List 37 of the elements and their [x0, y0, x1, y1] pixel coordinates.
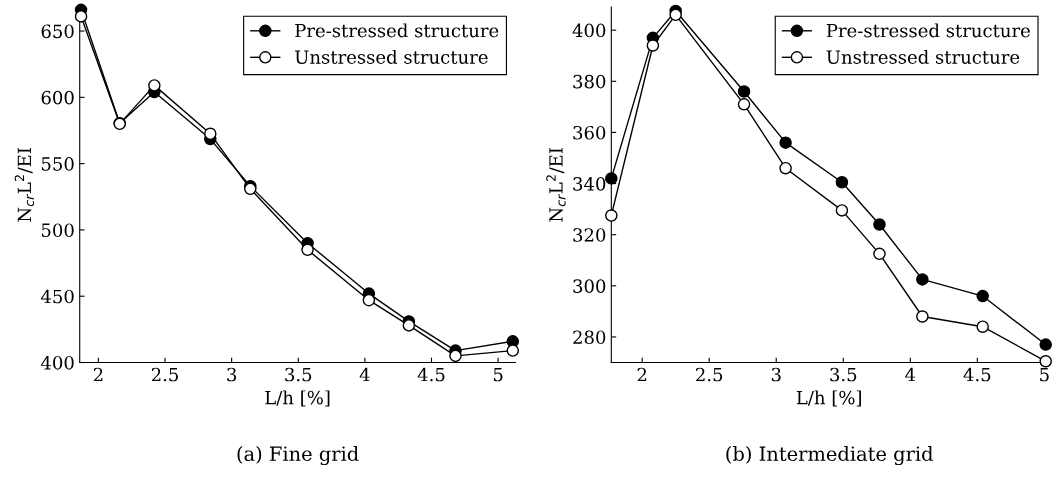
x-tick-label: 4 — [905, 367, 916, 382]
legend-label: Pre-stressed structure — [295, 23, 499, 38]
y-tick-label: 320 — [573, 228, 606, 242]
text: (a) Fine grid — [237, 446, 359, 466]
x-axis-title: L/h [%] — [796, 390, 861, 407]
legend-label: Pre-stressed structure — [826, 23, 1030, 38]
x-tick-label: 4 — [359, 367, 370, 382]
legend-label: Unstressed structure — [295, 49, 488, 64]
y-axis-title: N$_{cr}$L$^{2}$/EI — [546, 148, 566, 222]
x-tick-label: 2 — [93, 367, 103, 382]
y-tick-label: 500 — [41, 223, 74, 238]
x-tick-label: 4.5 — [417, 367, 445, 382]
y-tick-label: 400 — [40, 355, 74, 370]
y-tick-label: 550 — [41, 157, 74, 171]
legend-label: Unstressed structure — [826, 49, 1020, 64]
y-tick-label: 400 — [572, 23, 606, 38]
x-tick-label: 2.5 — [151, 367, 178, 382]
y-tick-label: 650 — [41, 24, 74, 39]
y-axis-title: N$_{cr}$L$^{2}$/EI — [14, 148, 35, 222]
x-tick-label: 5 — [1040, 367, 1049, 382]
y-tick-label: 450 — [40, 289, 74, 304]
y-tick-label: 280 — [573, 330, 606, 345]
x-tick-label: 5 — [493, 367, 503, 382]
x-tick-label: 2.5 — [696, 367, 723, 382]
text: (b) Intermediate grid — [726, 446, 933, 466]
y-tick-label: 340 — [573, 177, 606, 191]
x-tick-label: 4.5 — [963, 367, 991, 382]
x-tick-label: 3 — [771, 367, 781, 382]
x-tick-label: 3 — [227, 367, 237, 382]
x-tick-label: 3.5 — [830, 367, 857, 382]
y-tick-label: 300 — [573, 279, 606, 293]
x-tick-label: 2 — [637, 367, 647, 382]
x-tick-label: 3.5 — [285, 367, 312, 382]
y-tick-label: 380 — [573, 74, 606, 89]
y-tick-label: 360 — [573, 125, 606, 140]
y-tick-label: 600 — [41, 90, 74, 105]
x-axis-title: L/h [%] — [265, 390, 330, 407]
